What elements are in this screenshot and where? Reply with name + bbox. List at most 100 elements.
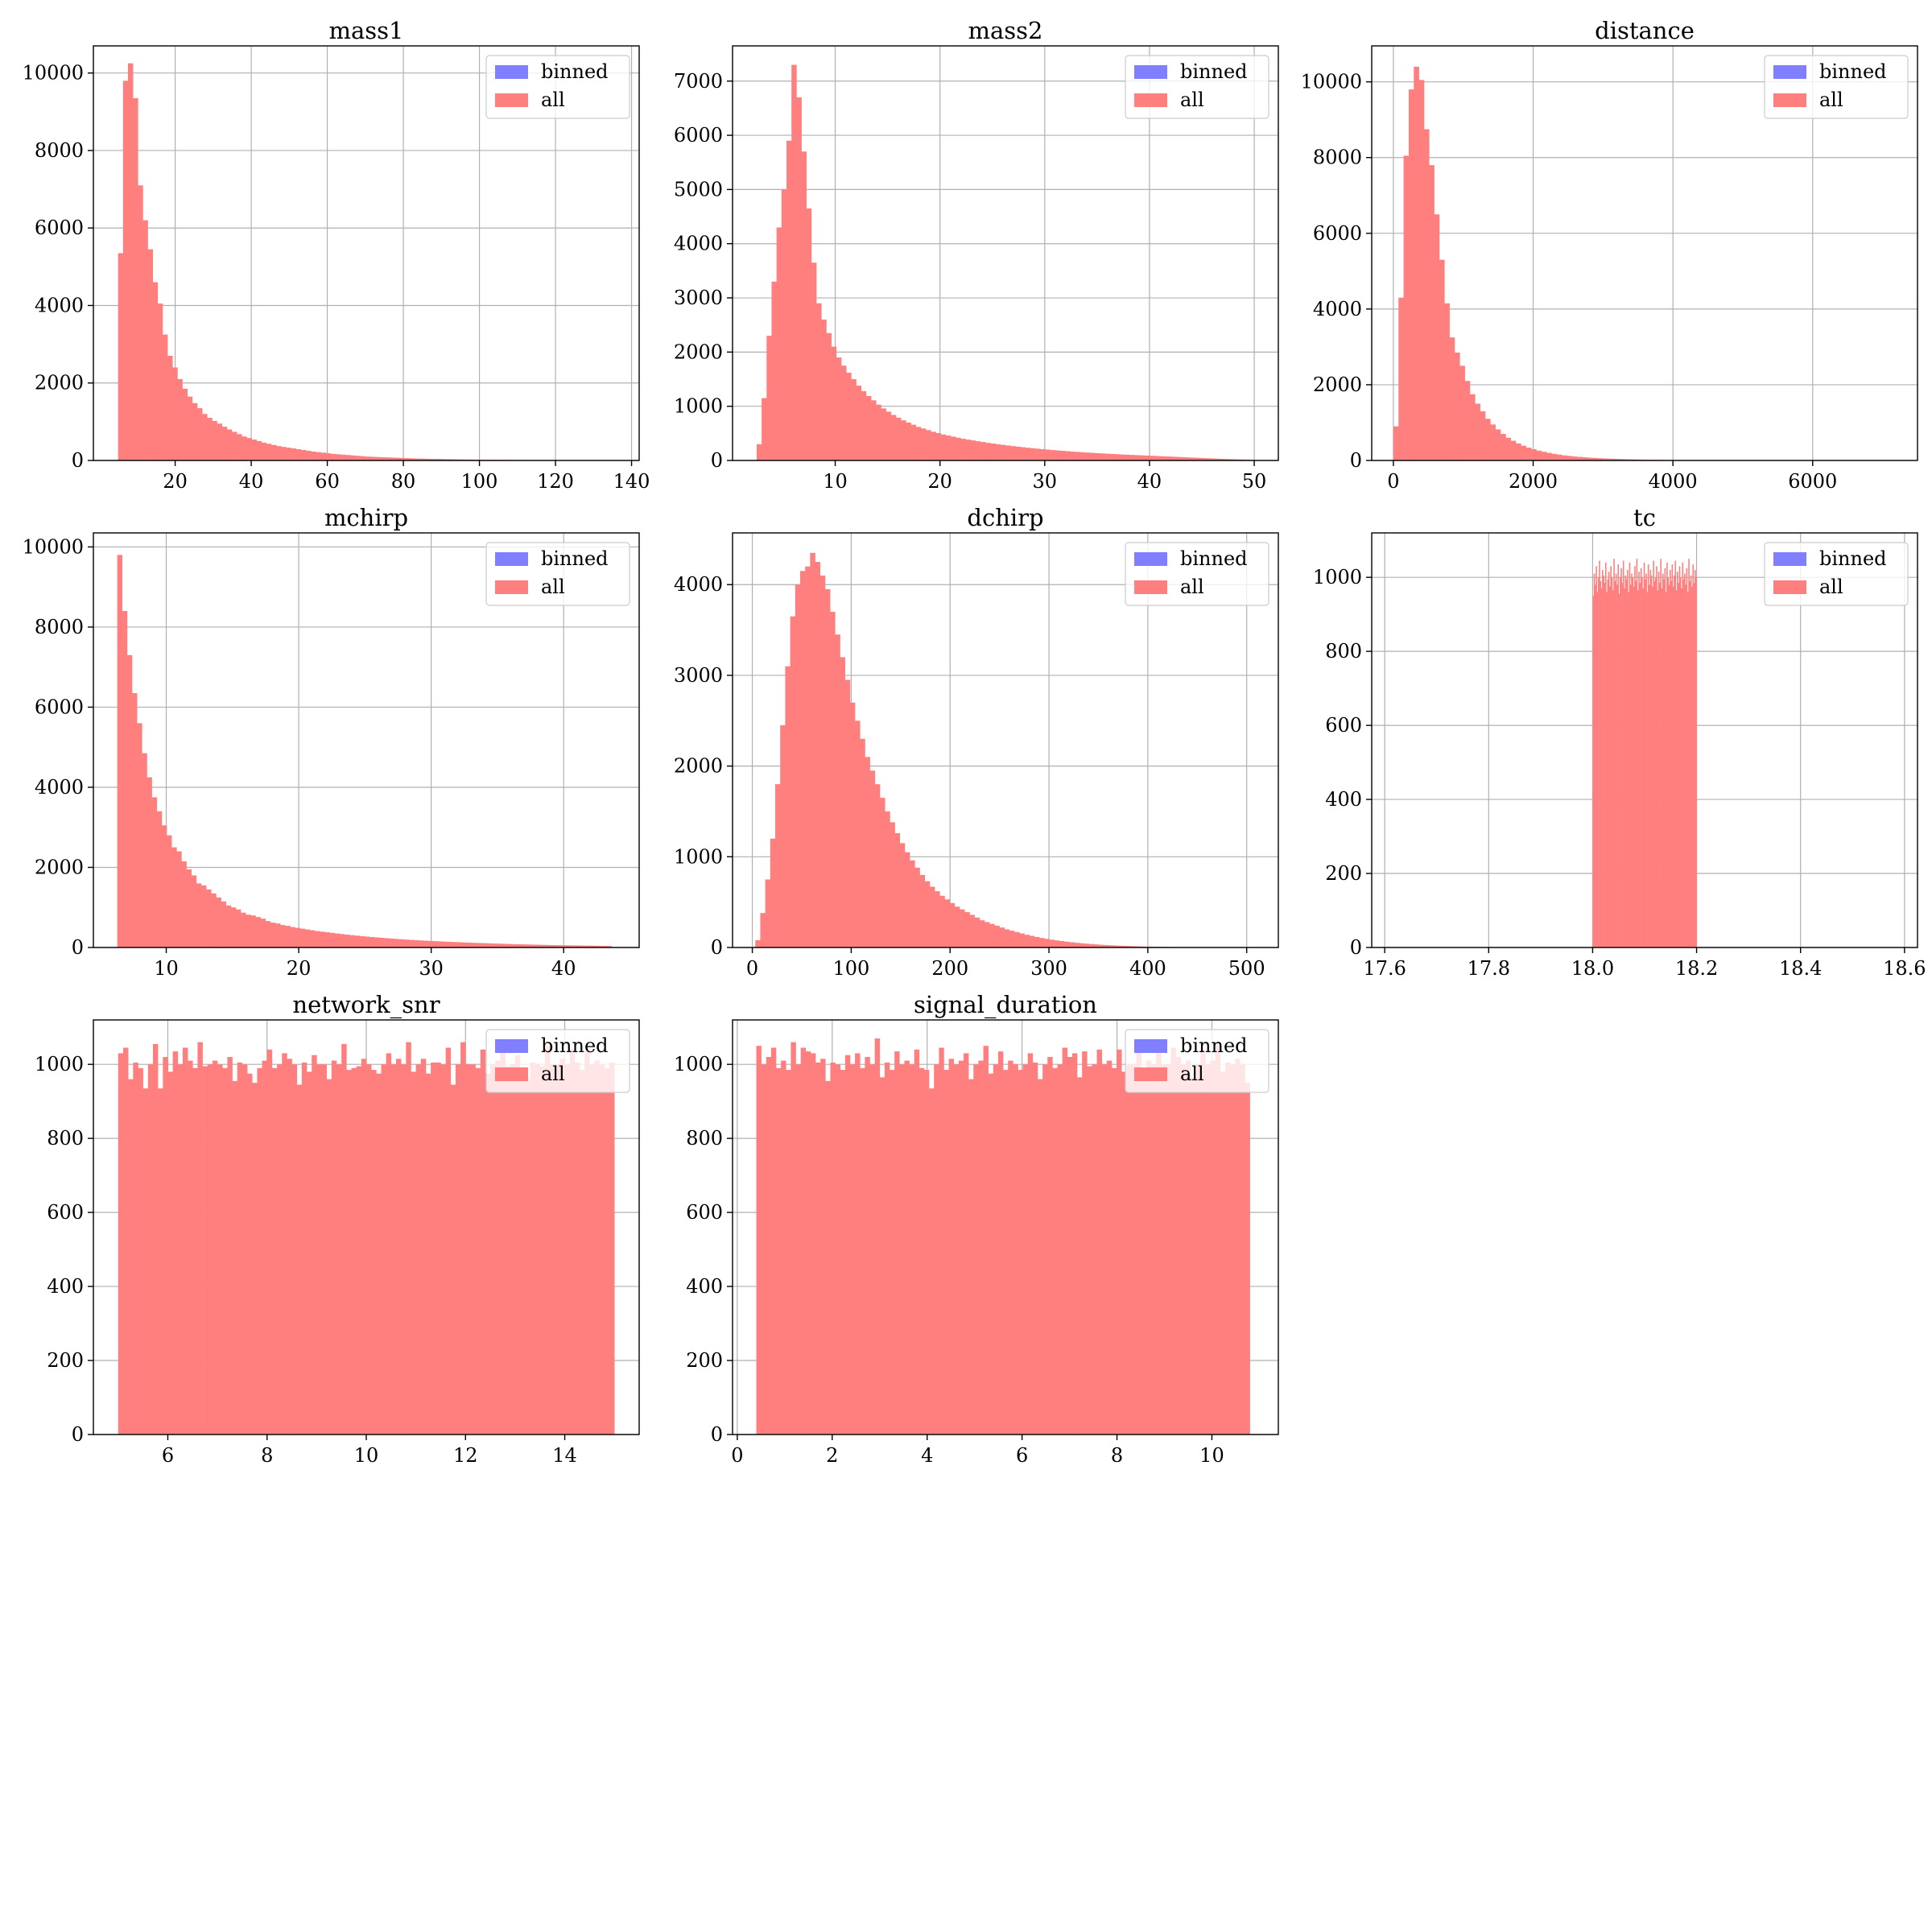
histogram-bar — [1659, 583, 1661, 947]
histogram-bar — [569, 1049, 576, 1435]
histogram-bar — [989, 923, 995, 947]
legend-swatch-binned — [1773, 65, 1806, 79]
histogram-bar — [212, 1060, 218, 1435]
histogram-bar — [846, 372, 852, 460]
y-tick-label: 2000 — [674, 755, 723, 778]
histogram-bar — [257, 1067, 262, 1435]
histogram-bar — [438, 941, 444, 947]
histogram-bar — [241, 912, 246, 947]
histogram-bar — [133, 97, 138, 461]
histogram-bar — [1675, 590, 1678, 947]
x-tick-label: 10 — [823, 470, 848, 493]
y-tick-label: 6000 — [1313, 222, 1362, 245]
histogram-bar — [890, 1070, 895, 1435]
histogram-bar — [329, 932, 336, 947]
histogram-bar — [806, 208, 812, 460]
y-tick-label: 4000 — [674, 573, 723, 596]
histogram-bar — [1587, 457, 1593, 460]
histogram-bar — [197, 1042, 203, 1435]
histogram-bar — [770, 1047, 777, 1435]
histogram-bar — [771, 281, 777, 460]
histogram-bar — [1632, 577, 1634, 947]
histogram-bar — [815, 562, 821, 947]
histogram-bar — [311, 451, 316, 460]
histogram-bar — [1052, 1067, 1058, 1435]
subplot-mass1: 20 40 60 80 100 120 140 0 2000 4000 6000 8000 10000 m… — [23, 17, 650, 493]
histogram-bar — [1020, 447, 1026, 460]
histogram-bar — [919, 874, 926, 947]
histogram-bar — [1678, 583, 1679, 947]
histogram-bar — [306, 450, 312, 460]
histogram-bar — [1027, 1053, 1034, 1435]
histogram-bar — [1650, 575, 1653, 947]
histogram-bar — [1657, 572, 1660, 947]
histogram-bar — [1500, 434, 1506, 460]
histogram-bar — [785, 666, 791, 947]
histogram-bar — [415, 458, 420, 460]
histogram-bar — [325, 453, 332, 460]
histogram-bar — [386, 1053, 392, 1435]
histogram-bar — [230, 907, 237, 947]
histogram-bar — [1464, 381, 1471, 460]
histogram-bar — [1603, 575, 1604, 947]
histogram-bar — [300, 450, 307, 460]
histogram-bar — [398, 939, 404, 947]
histogram-bar — [419, 458, 425, 460]
histogram-bar — [790, 616, 796, 947]
histogram-bar — [384, 938, 390, 947]
x-tick-label: 10 — [1199, 1444, 1224, 1467]
histogram-bar — [1403, 155, 1410, 460]
histogram-bar — [849, 1064, 856, 1435]
histogram-bar — [408, 939, 415, 947]
histogram-bar — [1423, 129, 1430, 460]
histogram-bar — [1669, 569, 1671, 947]
histogram-bar — [1629, 584, 1632, 947]
subplot-mass2: 10 20 30 40 50 0 1000 2000 3000 4000 5000 6000 7000 m… — [674, 17, 1279, 493]
histogram-bar — [1633, 586, 1635, 947]
y-tick-label: 3000 — [674, 664, 723, 687]
histogram-bar — [1074, 943, 1080, 947]
histogram-bar — [206, 889, 212, 947]
histogram-bar — [1664, 568, 1666, 947]
histogram-bar — [147, 1064, 154, 1435]
histogram-bar — [1049, 939, 1055, 947]
histogram-bar — [225, 905, 232, 947]
histogram-bar — [182, 1047, 188, 1435]
histogram-bar — [128, 1079, 134, 1435]
y-tick-label: 600 — [1325, 714, 1362, 737]
histogram-bar — [1179, 456, 1185, 460]
histogram-bar — [1615, 573, 1617, 947]
histogram-bar — [167, 1071, 173, 1435]
histogram-bar — [436, 1062, 441, 1435]
histogram-bar — [974, 917, 980, 947]
histogram-bar — [1174, 456, 1180, 460]
histogram-bar — [1398, 297, 1404, 460]
histogram-bar — [1184, 457, 1191, 460]
histogram-bar — [835, 1064, 841, 1435]
histogram-bar — [320, 931, 325, 947]
histogram-bar — [1625, 579, 1628, 947]
x-tick-label: 500 — [1228, 957, 1265, 980]
y-tick-label: 0 — [711, 1423, 723, 1446]
histogram-bar — [1647, 564, 1649, 947]
histogram-bar — [1090, 452, 1096, 460]
histogram-bar — [1120, 454, 1125, 460]
histogram-bar — [555, 1064, 560, 1435]
histogram-bar — [816, 303, 822, 460]
histogram-bar — [1606, 592, 1608, 947]
y-tick-label: 1000 — [674, 395, 723, 418]
y-tick-label: 1000 — [35, 1053, 84, 1075]
x-tick-label: 6 — [1016, 1444, 1028, 1467]
histogram-bar — [572, 945, 577, 947]
histogram-bar — [929, 1088, 935, 1435]
histogram-bar — [132, 693, 138, 947]
histogram-bar — [949, 902, 956, 947]
histogram-bar — [231, 431, 237, 460]
histogram-bar — [126, 654, 133, 947]
histogram-bar — [1439, 259, 1445, 460]
histogram-bar — [299, 928, 306, 947]
histogram-bar — [312, 1055, 317, 1435]
legend-swatch-binned — [495, 552, 528, 566]
histogram-bar — [994, 925, 1000, 947]
